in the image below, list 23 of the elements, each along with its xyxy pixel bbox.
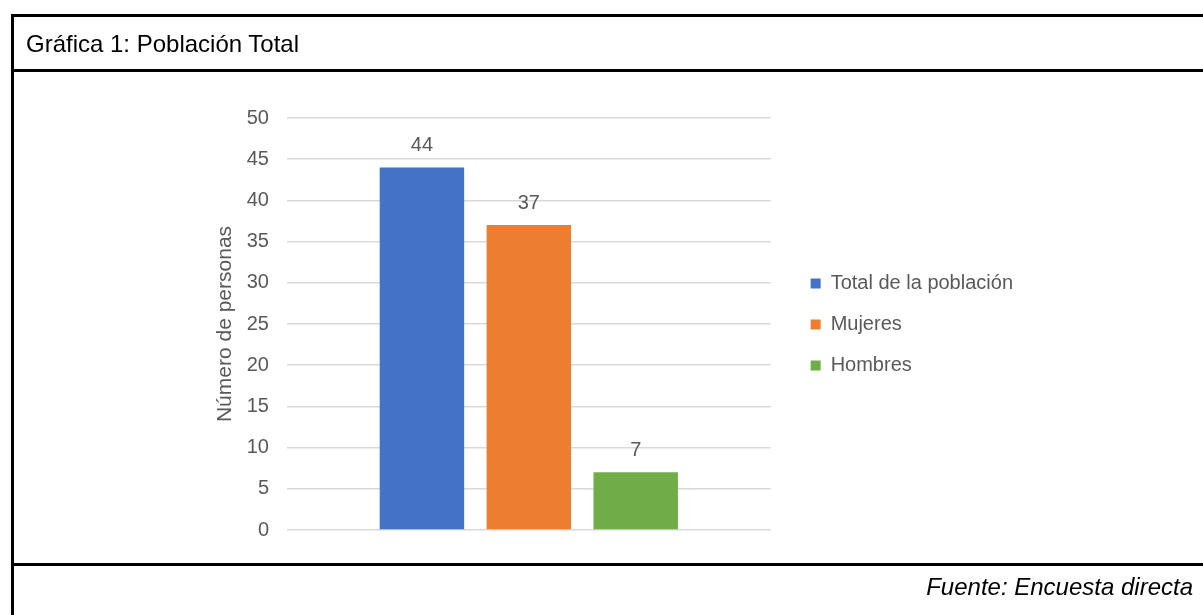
source-note: Fuente: Encuesta directa — [926, 573, 1193, 600]
data-label: 7 — [630, 438, 642, 461]
y-tick-label: 20 — [246, 352, 269, 375]
y-tick-label: 50 — [246, 105, 269, 128]
y-tick-label: 45 — [246, 146, 269, 169]
y-tick-label: 5 — [257, 476, 269, 499]
y-tick-label: 10 — [246, 435, 269, 458]
y-tick-label: 40 — [246, 187, 269, 210]
legend-label: Hombres — [830, 353, 912, 376]
legend-label: Total de la población — [830, 271, 1014, 294]
data-label: 37 — [517, 191, 540, 214]
y-tick-label: 30 — [246, 270, 269, 293]
data-label: 44 — [410, 133, 434, 156]
bar — [593, 472, 678, 530]
bar — [379, 167, 465, 530]
bar — [486, 225, 572, 530]
chart-title: Gráfica 1: Población Total — [26, 30, 300, 57]
y-tick-label: 15 — [246, 393, 269, 416]
legend-label: Mujeres — [830, 312, 902, 335]
y-tick-label: 35 — [246, 229, 269, 252]
y-axis-title: Número de personas — [212, 225, 236, 423]
y-tick-label: 25 — [246, 311, 269, 334]
y-tick-label: 0 — [257, 517, 269, 540]
